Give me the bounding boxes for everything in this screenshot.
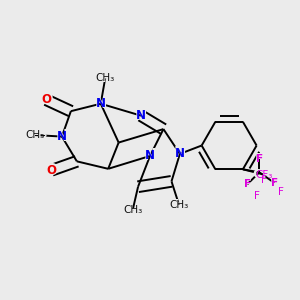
Text: O: O xyxy=(46,164,56,177)
Text: N: N xyxy=(175,147,185,161)
Text: CH₃: CH₃ xyxy=(169,200,189,210)
Text: O: O xyxy=(41,93,51,106)
Text: F: F xyxy=(271,178,278,188)
Text: CH₃: CH₃ xyxy=(96,73,115,83)
Text: F: F xyxy=(278,187,284,196)
Text: N: N xyxy=(57,130,67,143)
Text: F: F xyxy=(270,176,279,189)
Text: N: N xyxy=(136,109,146,122)
Text: F: F xyxy=(256,154,263,164)
Text: O: O xyxy=(40,92,52,107)
Text: CH₃: CH₃ xyxy=(92,72,118,85)
Text: CF₃: CF₃ xyxy=(252,168,277,181)
Text: F: F xyxy=(255,152,264,165)
Text: CH₃: CH₃ xyxy=(26,130,45,140)
Text: F: F xyxy=(254,191,260,201)
Text: F: F xyxy=(261,175,267,185)
Text: CH₃: CH₃ xyxy=(119,203,146,217)
Text: O: O xyxy=(45,163,58,178)
Text: N: N xyxy=(96,97,106,110)
Text: F: F xyxy=(244,179,251,189)
Text: CF₃: CF₃ xyxy=(256,170,273,180)
Text: N: N xyxy=(94,96,107,111)
Text: N: N xyxy=(56,129,68,144)
Text: CH₃: CH₃ xyxy=(22,129,48,142)
Text: CH₃: CH₃ xyxy=(166,198,192,211)
Text: CH₃: CH₃ xyxy=(123,205,142,215)
Text: N: N xyxy=(145,149,155,163)
Text: F: F xyxy=(243,178,252,191)
Text: N: N xyxy=(135,108,147,123)
Text: N: N xyxy=(174,146,186,161)
Text: N: N xyxy=(144,148,156,164)
